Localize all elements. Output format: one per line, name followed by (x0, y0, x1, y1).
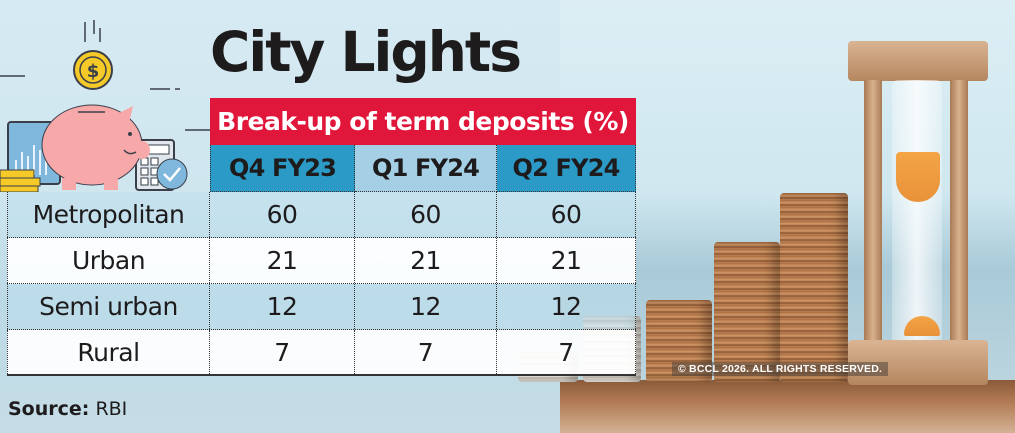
source-note: Source: RBI (8, 398, 127, 420)
table-cell: 12 (355, 284, 497, 329)
source-label: Source: (8, 398, 90, 420)
table-row: Rural 7 7 7 (7, 330, 636, 376)
column-header: Q4 FY23 (210, 145, 355, 192)
table-cell: 12 (497, 284, 636, 329)
row-label: Rural (7, 330, 210, 374)
table-cell: 7 (497, 330, 636, 374)
column-header: Q1 FY24 (355, 145, 497, 192)
piggy-bank-illustration: $ (0, 20, 210, 192)
copyright-notice: © BCCL 2026. ALL RIGHTS RESERVED. (672, 362, 889, 376)
table-cell: 21 (355, 238, 497, 283)
table-cell: 60 (497, 192, 636, 237)
table-row: Urban 21 21 21 (7, 238, 636, 284)
table-cell: 60 (355, 192, 497, 237)
gold-bars-icon (0, 169, 41, 192)
table-cell: 21 (210, 238, 355, 283)
wooden-table (560, 380, 1015, 433)
column-header: Q2 FY24 (497, 145, 636, 192)
table-cell: 60 (210, 192, 355, 237)
table-cell: 21 (497, 238, 636, 283)
svg-text:$: $ (87, 61, 100, 82)
row-label: Metropolitan (7, 192, 210, 237)
table-cell: 7 (210, 330, 355, 374)
table-caption: Break-up of term deposits (%) (210, 98, 636, 145)
table-cell: 12 (210, 284, 355, 329)
table-row: Metropolitan 60 60 60 (7, 192, 636, 238)
table-row: Semi urban 12 12 12 (7, 284, 636, 330)
coin-stack-icon (780, 193, 848, 382)
piggy-bank-icon (41, 104, 150, 190)
data-table: Metropolitan 60 60 60 Urban 21 21 21 Sem… (7, 192, 636, 376)
table-cell: 7 (355, 330, 497, 374)
checkmark-badge-icon (156, 158, 188, 190)
dollar-coin-icon: $ (73, 50, 113, 90)
coin-stack-icon (714, 242, 780, 382)
source-value: RBI (95, 398, 128, 420)
page-title: City Lights (210, 20, 522, 84)
column-headers: Q4 FY23 Q1 FY24 Q2 FY24 (210, 145, 636, 192)
row-label: Urban (7, 238, 210, 283)
row-label: Semi urban (7, 284, 210, 329)
